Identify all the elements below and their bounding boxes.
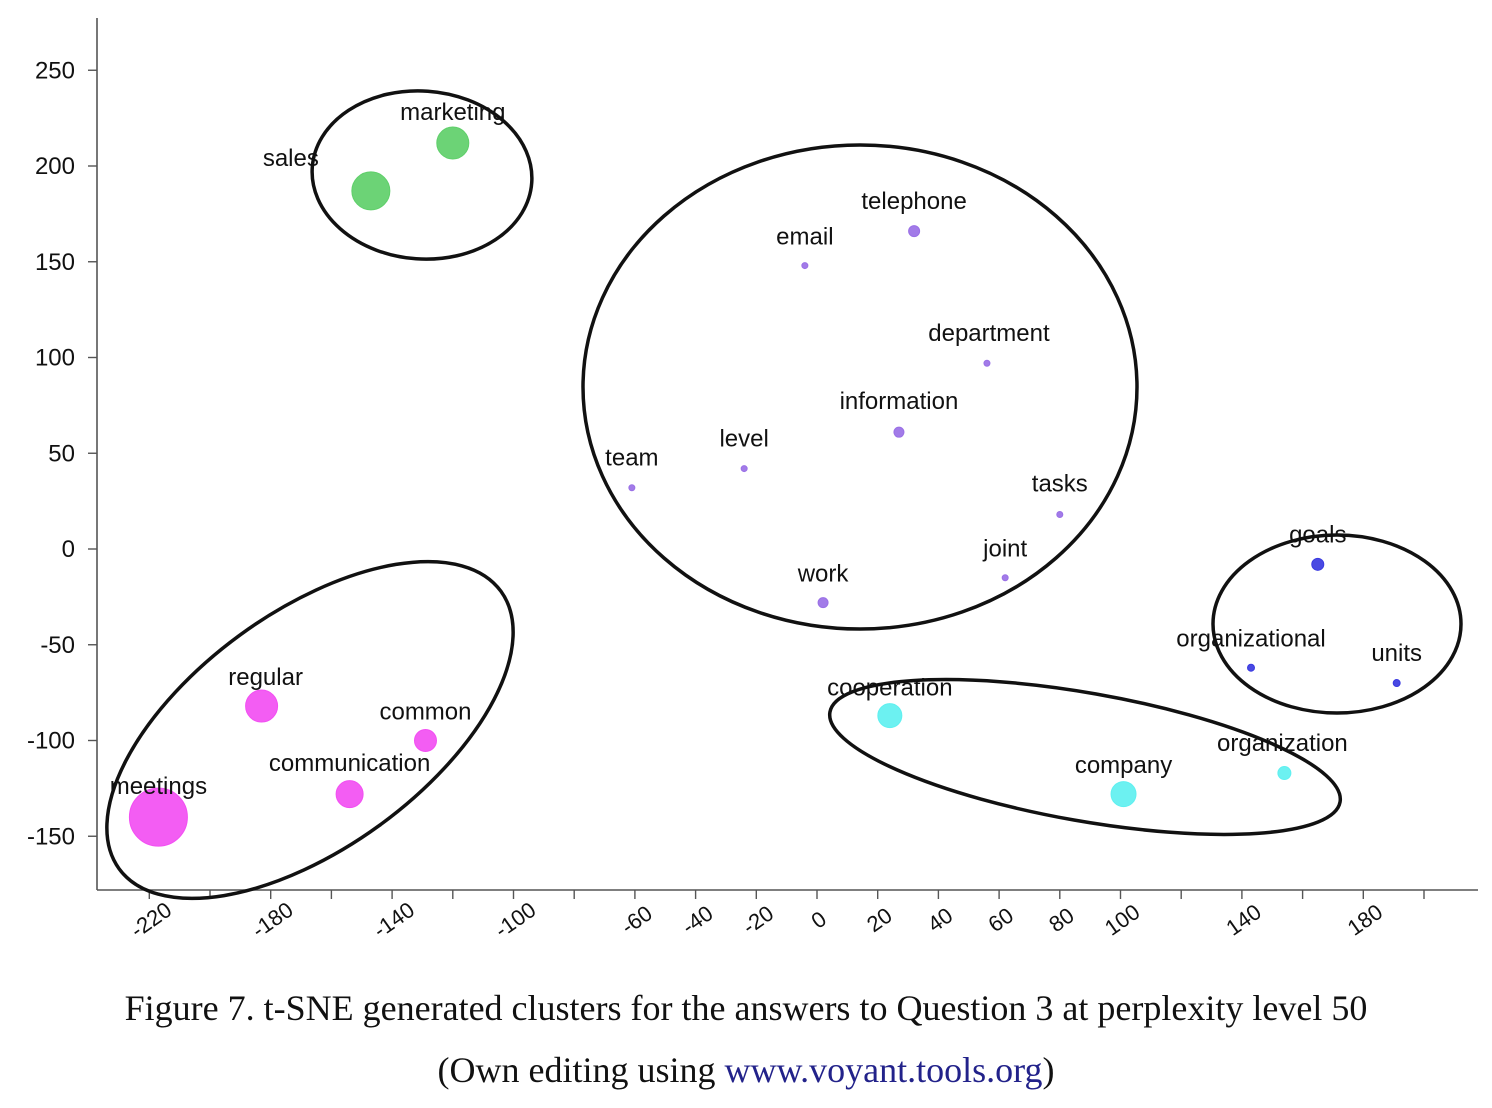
y-tick-label: 0 bbox=[62, 536, 75, 563]
point-company bbox=[1110, 781, 1137, 808]
caption-suffix: ) bbox=[1042, 1050, 1055, 1090]
point-level bbox=[740, 465, 748, 473]
caption-prefix: (Own editing using bbox=[437, 1050, 725, 1090]
cluster-ellipse-magenta bbox=[105, 559, 515, 901]
point-goals bbox=[1311, 557, 1325, 571]
cluster-ellipse-green bbox=[310, 89, 534, 261]
x-tick-label: 100 bbox=[1100, 899, 1144, 941]
voyant-tools-link[interactable]: www.voyant.tools.org bbox=[724, 1050, 1043, 1090]
point-label-units: units bbox=[1371, 640, 1422, 667]
point-tasks bbox=[1056, 511, 1064, 519]
point-telephone bbox=[908, 225, 921, 238]
point-work bbox=[817, 597, 829, 609]
point-label-department: department bbox=[928, 320, 1050, 347]
cluster-ellipse-blue bbox=[1211, 533, 1463, 715]
y-tick-label: 100 bbox=[35, 345, 75, 372]
y-tick-label: 150 bbox=[35, 249, 75, 276]
point-label-marketing: marketing bbox=[400, 99, 505, 126]
x-tick-label: -220 bbox=[126, 897, 176, 943]
point-regular bbox=[245, 689, 279, 723]
point-label-cooperation: cooperation bbox=[827, 675, 952, 702]
point-cooperation bbox=[877, 703, 903, 729]
point-label-common: common bbox=[379, 699, 471, 726]
point-department bbox=[983, 359, 991, 367]
y-tick-label: -100 bbox=[27, 728, 75, 755]
point-label-goals: goals bbox=[1289, 521, 1346, 548]
point-organizational bbox=[1247, 663, 1256, 672]
point-organization bbox=[1277, 766, 1292, 781]
y-tick-label: -50 bbox=[40, 632, 75, 659]
point-label-organization: organization bbox=[1217, 730, 1348, 757]
x-tick-label: -40 bbox=[677, 900, 717, 939]
point-joint bbox=[1001, 574, 1009, 582]
x-tick-label: 80 bbox=[1044, 903, 1078, 938]
point-label-company: company bbox=[1075, 752, 1172, 779]
point-common bbox=[413, 729, 437, 752]
point-label-regular: regular bbox=[228, 664, 303, 691]
x-tick-label: 140 bbox=[1221, 899, 1265, 941]
y-tick-label: 50 bbox=[48, 440, 75, 467]
x-tick-label: 40 bbox=[923, 903, 957, 938]
x-tick-label: 0 bbox=[807, 906, 831, 934]
point-label-meetings: meetings bbox=[110, 773, 207, 800]
point-label-level: level bbox=[719, 426, 768, 453]
point-label-communication: communication bbox=[269, 750, 430, 777]
cluster-ellipse-purple bbox=[581, 143, 1139, 631]
point-meetings bbox=[128, 787, 188, 847]
point-label-email: email bbox=[776, 224, 833, 251]
cluster-ellipse-cyan bbox=[827, 677, 1343, 837]
point-label-sales: sales bbox=[263, 145, 319, 172]
y-tick-label: -150 bbox=[27, 823, 75, 850]
x-tick-label: -100 bbox=[490, 897, 540, 943]
point-label-work: work bbox=[797, 561, 850, 588]
x-tick-label: 180 bbox=[1343, 899, 1387, 941]
figure-caption-line1: Figure 7. t-SNE generated clusters for t… bbox=[124, 988, 1368, 1028]
point-label-telephone: telephone bbox=[861, 188, 966, 215]
point-marketing bbox=[436, 126, 470, 160]
x-tick-label: -180 bbox=[247, 897, 297, 943]
y-tick-label: 250 bbox=[35, 57, 75, 84]
x-tick-label: -60 bbox=[616, 900, 656, 939]
point-label-organizational: organizational bbox=[1176, 626, 1325, 653]
point-label-team: team bbox=[605, 445, 658, 472]
figure-caption-line2: (Own editing using www.voyant.tools.org) bbox=[0, 1052, 1492, 1088]
x-tick-label: -20 bbox=[738, 900, 778, 939]
point-team bbox=[628, 484, 636, 492]
point-label-joint: joint bbox=[982, 536, 1027, 563]
x-tick-label: 20 bbox=[862, 903, 896, 938]
point-communication bbox=[335, 780, 364, 809]
point-email bbox=[801, 262, 809, 270]
point-label-information: information bbox=[840, 388, 959, 415]
x-tick-label: 60 bbox=[984, 903, 1018, 938]
y-tick-label: 200 bbox=[35, 153, 75, 180]
point-label-tasks: tasks bbox=[1032, 471, 1088, 498]
point-units bbox=[1392, 679, 1401, 688]
point-information bbox=[893, 426, 905, 438]
x-tick-label: -140 bbox=[369, 897, 419, 943]
point-sales bbox=[351, 171, 391, 211]
